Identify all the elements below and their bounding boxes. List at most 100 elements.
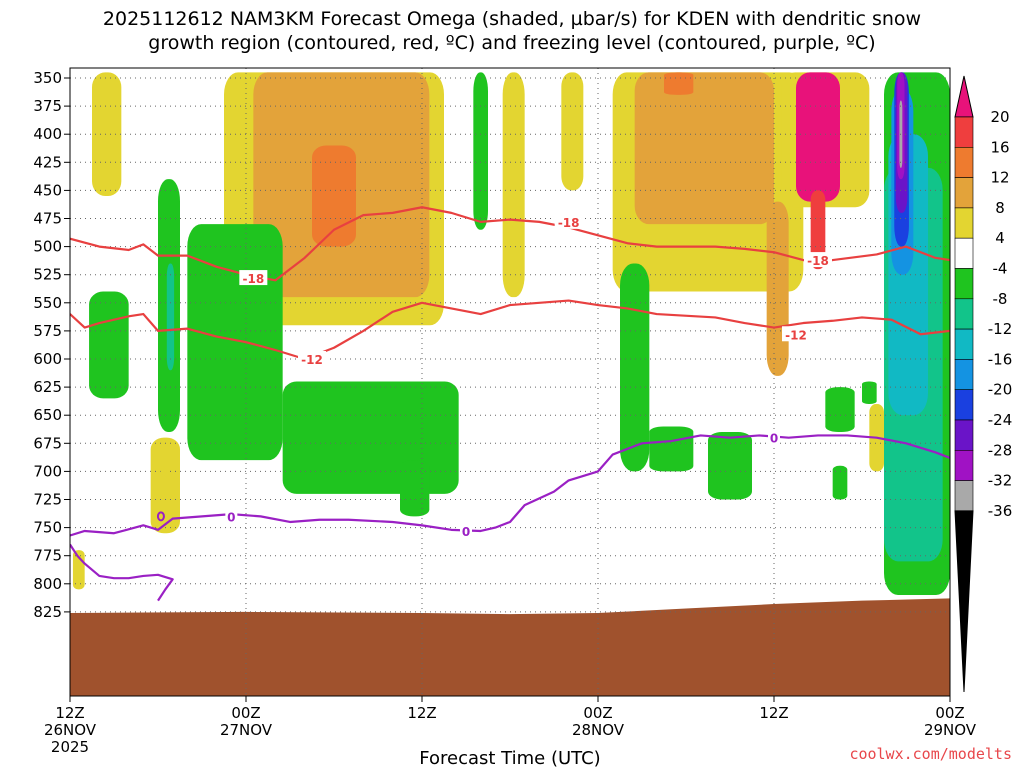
y-tick-label-725: 725 <box>33 491 62 509</box>
y-tick-label-600: 600 <box>33 350 62 368</box>
y-tick-label-800: 800 <box>33 575 62 593</box>
omega-region-13 <box>473 72 488 230</box>
y-tick-label-750: 750 <box>33 519 62 537</box>
contour-label-minus12-1: -12 <box>785 328 807 342</box>
colorbar-swatch-m20_m16 <box>954 359 974 390</box>
terrain-fill <box>70 598 950 696</box>
contour-label-freezing_lower-0: 0 <box>227 510 235 524</box>
contour-label-minus18-1: -18 <box>558 216 580 230</box>
x-tick-date-12: 27NOV <box>220 721 273 739</box>
x-tick-date-36: 28NOV <box>572 721 625 739</box>
colorbar-swatch-m16_m12 <box>954 328 974 360</box>
colorbar-label-10: -24 <box>988 411 1013 429</box>
omega-shading <box>72 72 950 596</box>
y-tick-label-475: 475 <box>33 210 62 228</box>
y-tick-label-525: 525 <box>33 266 62 284</box>
y-tick-label-825: 825 <box>33 603 62 621</box>
pressure-axis: 350 375 400 425 450 475 500 525 550 575 600 625 650 6… <box>33 69 70 621</box>
loop-marker-0 <box>156 511 165 522</box>
contour-label-bg-freezing_lower-1 <box>460 522 472 538</box>
colorbar-swatch-12_16 <box>954 147 974 178</box>
x-tick-label-0: 12Z <box>55 704 84 722</box>
colorbar-swatch-m28_m24 <box>954 419 974 451</box>
y-tick-label-350: 350 <box>33 69 62 87</box>
colorbar-legend: 20 16 12 8 4 -4 -8 -12 -16 -20 -24 -28 -32 -36 <box>954 75 1013 693</box>
y-tick-label-700: 700 <box>33 462 62 480</box>
omega-region-4 <box>502 72 525 298</box>
colorbar-swatch-16_20 <box>954 116 974 148</box>
omega-region-21 <box>649 426 694 472</box>
loop-marker-1 <box>158 466 167 477</box>
colorbar-swatch-m24_m20 <box>954 389 974 421</box>
x-tick-label-48: 12Z <box>759 704 788 722</box>
omega-region-3 <box>312 145 356 247</box>
colorbar-swatch-4_8 <box>954 207 974 239</box>
omega-region-12 <box>810 190 826 270</box>
y-tick-label-500: 500 <box>33 238 62 256</box>
colorbar-swatch-8_12 <box>954 177 974 209</box>
x-tick-label-36: 00Z <box>583 704 612 722</box>
colorbar-label-2: 12 <box>990 169 1009 187</box>
colorbar-label-11: -28 <box>988 441 1013 459</box>
colorbar-label-12: -32 <box>988 472 1013 490</box>
colorbar-label-7: -12 <box>988 320 1013 338</box>
chart-title-line2: growth region (contoured, red, ºC) and f… <box>148 32 875 54</box>
contour-label-bg-minus12-1 <box>782 326 810 342</box>
omega-region-9 <box>766 201 789 376</box>
x-axis-label: Forecast Time (UTC) <box>419 748 600 768</box>
y-tick-label-375: 375 <box>33 97 62 115</box>
colorbar-swatch-neutral <box>954 237 974 269</box>
contour-label-minus18-2: -18 <box>807 254 829 268</box>
omega-region-11 <box>796 72 840 202</box>
x-tick-label-12: 00Z <box>231 704 260 722</box>
grid-lines <box>69 68 951 696</box>
colorbar-bottom-arrow <box>954 510 974 693</box>
colorbar-label-4: 4 <box>995 229 1005 247</box>
contour-label-freezing_lower-1: 0 <box>462 525 470 539</box>
contour-label-bg-minus18-0 <box>239 270 268 286</box>
chart-title-line1: 2025112612 NAM3KM Forecast Omega (shaded… <box>103 8 921 30</box>
contour-label-bg-minus18-2 <box>804 252 832 268</box>
y-tick-label-625: 625 <box>33 378 62 396</box>
omega-region-5 <box>561 72 584 191</box>
x-tick-label-24: 12Z <box>407 704 436 722</box>
omega-region-14 <box>89 291 129 399</box>
contour-freezing_upper <box>70 543 174 602</box>
y-tick-label-450: 450 <box>33 181 62 199</box>
contour-label-minus18-0: -18 <box>242 272 264 286</box>
omega-region-22 <box>708 432 752 500</box>
y-tick-label-400: 400 <box>33 125 62 143</box>
contour-freezing_lower <box>70 434 950 537</box>
colorbar-label-8: -16 <box>988 350 1013 368</box>
omega-region-20 <box>620 263 650 472</box>
y-tick-label-425: 425 <box>33 153 62 171</box>
contour-label-bg-freezing_lower-0 <box>225 508 238 524</box>
contour-label-bg-freezing_lower-2 <box>768 429 780 445</box>
terrain-ground <box>70 598 950 696</box>
omega-region-18 <box>282 381 459 494</box>
contour-label-bg-minus12-0 <box>298 351 326 366</box>
omega-region-8 <box>664 72 694 95</box>
y-tick-label-550: 550 <box>33 294 62 312</box>
colorbar-swatch-m32_m28 <box>954 449 974 481</box>
omega-region-25 <box>862 381 877 404</box>
x-tick-year-0: 2025 <box>51 738 89 756</box>
y-tick-label-575: 575 <box>33 322 62 340</box>
contour-minus12 <box>70 299 950 361</box>
y-tick-label-650: 650 <box>33 406 62 424</box>
y-tick-label-775: 775 <box>33 547 62 565</box>
colorbar-label-13: -36 <box>988 502 1013 520</box>
colorbar-label-0: 20 <box>990 108 1009 126</box>
x-tick-date-60: 29NOV <box>924 721 977 739</box>
omega-region-0 <box>92 72 122 197</box>
colorbar-label-9: -20 <box>988 381 1013 399</box>
colorbar-swatch-m8_m4 <box>954 268 974 300</box>
x-tick-label-60: 00Z <box>935 704 964 722</box>
y-tick-label-675: 675 <box>33 434 62 452</box>
omega-region-24 <box>832 465 848 500</box>
omega-region-7 <box>634 72 774 225</box>
omega-region-27 <box>150 437 180 534</box>
colorbar-label-6: -8 <box>993 290 1008 308</box>
